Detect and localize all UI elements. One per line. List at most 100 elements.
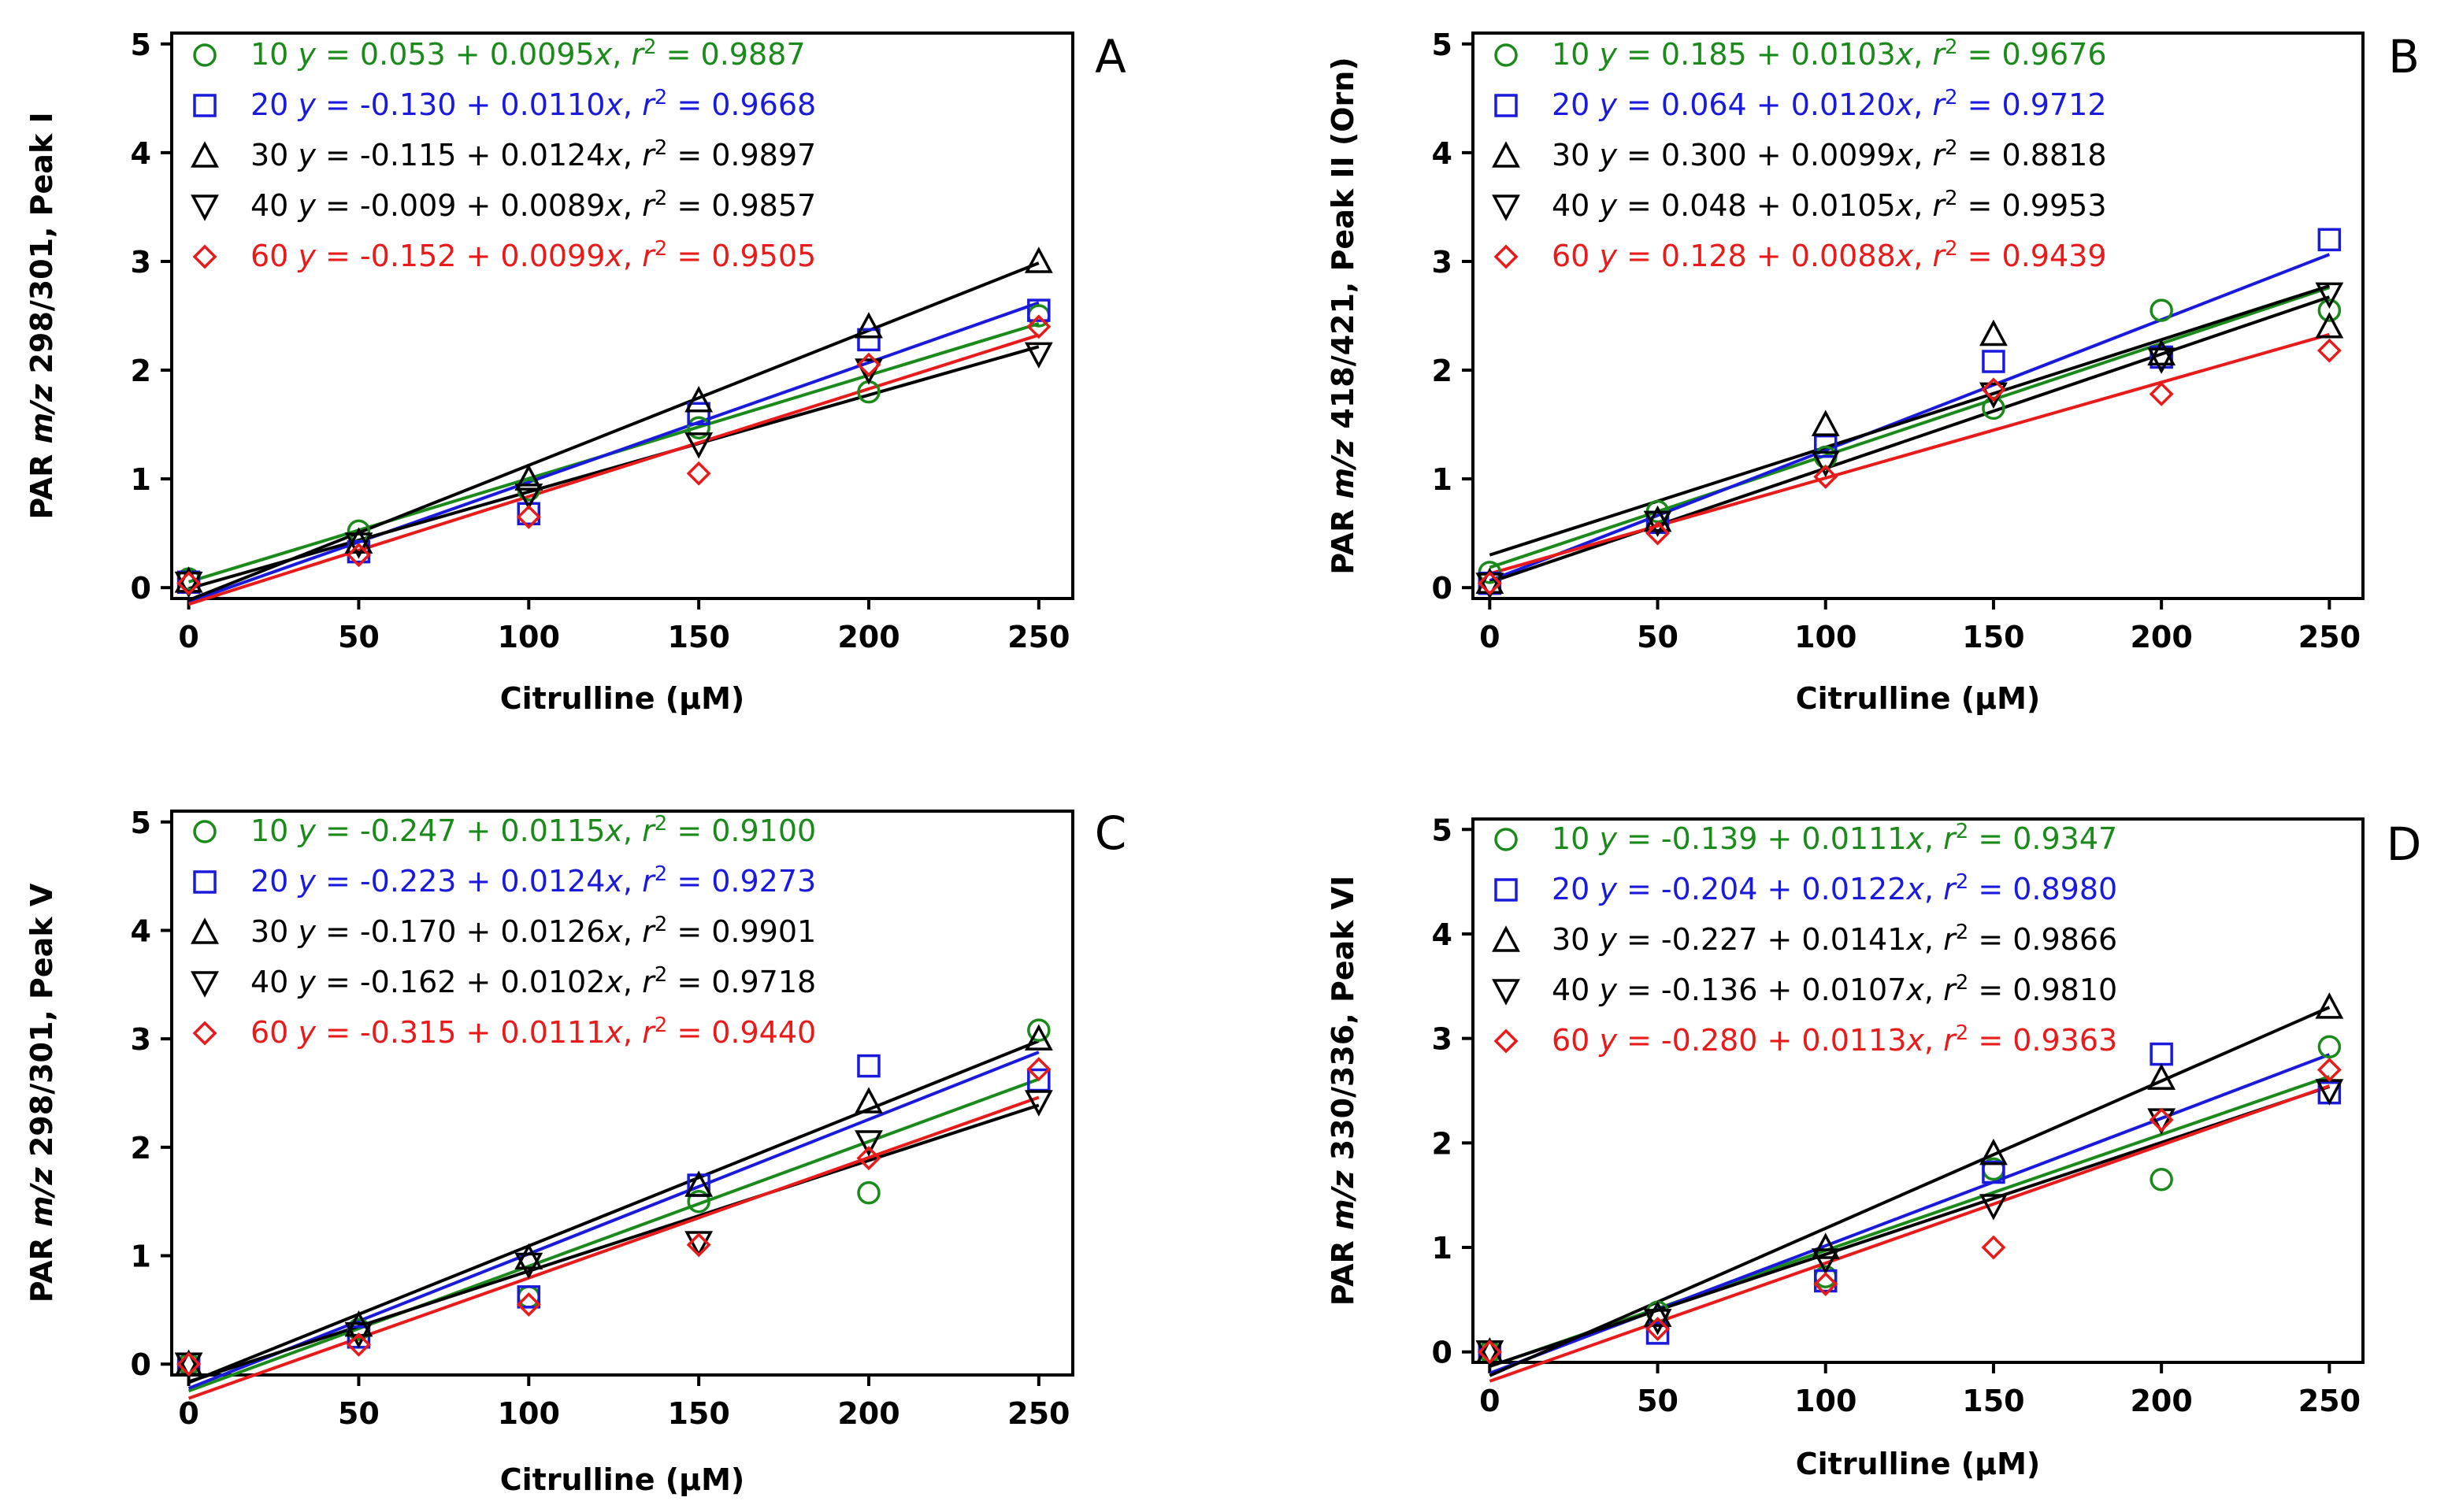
- y-tick-label: 2: [1432, 1126, 1452, 1161]
- x-axis-title: Citrulline (µM): [500, 1462, 745, 1497]
- panel-label: B: [2388, 30, 2420, 83]
- data-point-40: [344, 1321, 373, 1349]
- x-tick-label: 100: [498, 620, 560, 654]
- data-point-60: [1981, 377, 2006, 402]
- y-tick-label: 2: [131, 354, 151, 388]
- legend-entry-10: 10 y = 0.185 + 0.0103x, r2 = 0.9676: [1552, 35, 2107, 72]
- legend-entry-20: 20 y = -0.223 + 0.0124x, r2 = 0.9273: [250, 862, 816, 899]
- x-tick-label: 100: [1794, 620, 1856, 654]
- x-tick-label: 50: [1637, 620, 1678, 654]
- data-point-40: [1024, 1090, 1053, 1117]
- data-point-60: [346, 543, 371, 568]
- fit-line-20: [1489, 253, 2331, 583]
- data-point-40: [514, 484, 543, 510]
- fit-line-60: [1489, 1084, 2331, 1383]
- x-tick-label: 200: [2130, 620, 2192, 654]
- y-axis-title: PAR m/z 298/301, Peak I: [24, 112, 59, 519]
- fit-line-40: [188, 345, 1040, 591]
- y-tick-label: 0: [131, 1347, 151, 1382]
- plot-frame: [170, 32, 1074, 600]
- fit-line-60: [187, 333, 1040, 606]
- data-point-20: [2150, 1042, 2173, 1066]
- legend-marker-20: [1494, 94, 1518, 117]
- data-point-10: [517, 1285, 541, 1309]
- x-tick-label: 0: [178, 620, 198, 654]
- x-tick-label: 150: [667, 620, 729, 654]
- data-point-20: [2150, 345, 2173, 369]
- legend-entry-60: 60 y = -0.152 + 0.0099x, r2 = 0.9505: [250, 237, 816, 273]
- legend-entry-30: 30 y = -0.115 + 0.0124x, r2 = 0.9897: [250, 136, 816, 172]
- data-point-30: [2315, 312, 2344, 339]
- data-point-10: [2150, 298, 2173, 322]
- data-point-60: [2316, 1057, 2342, 1082]
- fit-line-20: [187, 301, 1040, 604]
- legend-marker-30: [191, 917, 219, 944]
- data-point-60: [1813, 1272, 1838, 1296]
- data-point-60: [856, 352, 881, 377]
- data-point-30: [855, 312, 883, 339]
- panel-b: 0 50 100 150 200 250 0 1 2 3 4 5 Citrulline (µM) PAR …: [1326, 28, 2420, 716]
- y-tick-label: 3: [131, 245, 151, 280]
- x-tick-label: 0: [178, 1396, 198, 1431]
- y-tick-label: 4: [131, 914, 151, 948]
- data-point-40: [2315, 282, 2344, 309]
- legend-marker-30: [191, 141, 219, 168]
- x-axis-title: Citrulline (µM): [500, 681, 745, 716]
- legend-marker-40: [1492, 195, 1520, 221]
- data-point-10: [687, 416, 710, 439]
- data-point-20: [857, 328, 881, 352]
- legend-marker-60: [192, 1021, 217, 1046]
- data-point-40: [514, 1252, 543, 1280]
- y-tick-label: 4: [131, 136, 151, 171]
- legend-entry-40: 40 y = 0.048 + 0.0105x, r2 = 0.9953: [1552, 187, 2107, 223]
- x-tick-label: 250: [1007, 620, 1070, 654]
- x-tick-label: 50: [338, 1396, 380, 1431]
- data-point-60: [1477, 571, 1502, 596]
- legend-entry-20: 20 y = -0.130 + 0.0110x, r2 = 0.9668: [250, 86, 816, 122]
- y-tick-label: 1: [1432, 1231, 1452, 1266]
- data-point-60: [1026, 314, 1052, 339]
- y-tick-label: 5: [1432, 813, 1452, 847]
- data-point-60: [346, 1332, 371, 1357]
- fit-line-40: [1489, 295, 2331, 584]
- y-tick-label: 3: [1432, 245, 1452, 280]
- legend-entry-60: 60 y = -0.280 + 0.0113x, r2 = 0.9363: [1552, 1021, 2117, 1058]
- data-point-20: [1982, 350, 2005, 373]
- data-point-30: [1979, 319, 2008, 346]
- data-point-60: [856, 1146, 881, 1171]
- data-point-40: [1024, 342, 1053, 369]
- legend-entry-60: 60 y = -0.315 + 0.0111x, r2 = 0.9440: [250, 1014, 816, 1050]
- fit-line-40: [1489, 1084, 2330, 1368]
- data-point-40: [1643, 1309, 1672, 1336]
- data-point-60: [1981, 1235, 2006, 1260]
- x-axis-title: Citrulline (µM): [1796, 1447, 2041, 1481]
- x-axis-title: Citrulline (µM): [1796, 681, 2041, 716]
- data-point-20: [2317, 228, 2342, 252]
- panel-a: 0 50 100 150 200 250 0 1 2 3 4 5 Citrulline (µM) PAR …: [24, 28, 1126, 716]
- y-tick-label: 5: [131, 28, 151, 62]
- x-tick-label: 250: [2298, 1384, 2361, 1418]
- legend-marker-30: [1492, 925, 1520, 952]
- y-axis-title: PAR m/z 418/421, Peak II (Orn): [1326, 57, 1360, 574]
- data-point-10: [2150, 1168, 2173, 1191]
- x-tick-label: 0: [1479, 1384, 1500, 1418]
- legend-entry-60: 60 y = 0.128 + 0.0088x, r2 = 0.9439: [1552, 237, 2107, 273]
- data-point-30: [344, 527, 373, 554]
- data-point-30: [2147, 339, 2176, 366]
- fit-line-30: [1489, 284, 2330, 557]
- legend-marker-60: [1493, 244, 1519, 269]
- legend-marker-20: [193, 94, 217, 117]
- legend-marker-10: [193, 820, 217, 843]
- data-point-10: [2317, 1035, 2342, 1059]
- y-tick-label: 5: [131, 806, 151, 840]
- x-tick-label: 0: [1479, 620, 1500, 654]
- legend-entry-20: 20 y = 0.064 + 0.0120x, r2 = 0.9712: [1552, 86, 2107, 122]
- y-tick-label: 1: [1432, 462, 1452, 497]
- legend-entry-40: 40 y = -0.136 + 0.0107x, r2 = 0.9810: [1552, 971, 2117, 1007]
- legend-marker-20: [1494, 878, 1518, 902]
- x-tick-label: 200: [837, 620, 900, 654]
- legend-entry-30: 30 y = -0.170 + 0.0126x, r2 = 0.9901: [250, 913, 816, 949]
- y-tick-label: 3: [1432, 1022, 1452, 1057]
- data-point-60: [516, 1292, 541, 1317]
- data-point-10: [857, 1180, 881, 1205]
